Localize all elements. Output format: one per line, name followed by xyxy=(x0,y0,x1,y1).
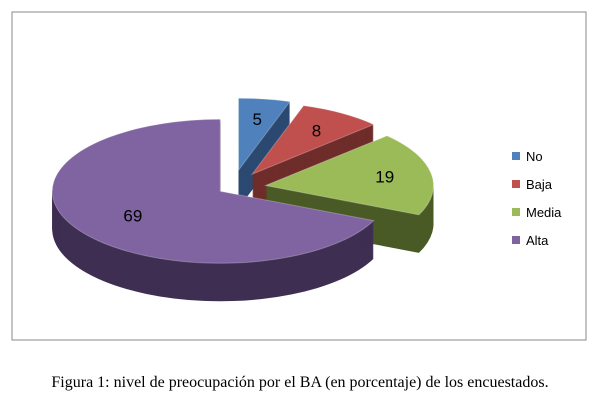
data-label-no: 5 xyxy=(253,110,262,129)
legend-label-alta: Alta xyxy=(526,233,549,248)
legend-swatch-media xyxy=(512,208,520,216)
figure-caption: Figura 1: nivel de preocupación por el B… xyxy=(51,374,549,391)
data-label-media: 19 xyxy=(375,168,394,187)
data-label-baja: 8 xyxy=(312,121,321,140)
slice-baja xyxy=(250,105,375,176)
slice-alta xyxy=(51,118,375,264)
legend-label-baja: Baja xyxy=(526,177,553,192)
data-label-alta: 69 xyxy=(123,207,142,226)
legend-label-media: Media xyxy=(526,205,562,220)
legend-label-no: No xyxy=(526,149,543,164)
legend: No Baja Media Alta xyxy=(512,149,562,248)
legend-swatch-alta xyxy=(512,236,520,244)
legend-swatch-baja xyxy=(512,180,520,188)
slice-media xyxy=(263,135,434,216)
legend-swatch-no xyxy=(512,152,520,160)
slice-no xyxy=(238,97,291,172)
